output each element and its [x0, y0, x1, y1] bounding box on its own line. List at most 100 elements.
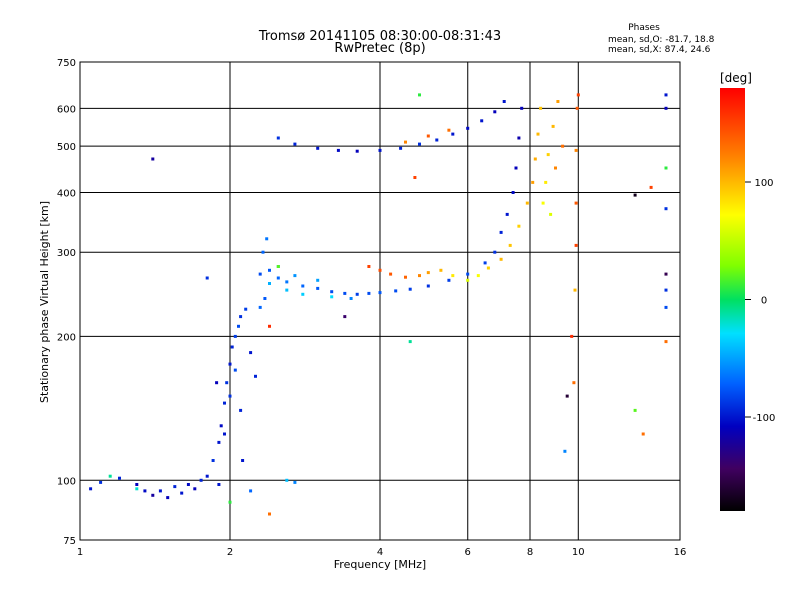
- data-point: [394, 289, 398, 293]
- data-point: [343, 315, 347, 319]
- data-point: [378, 148, 382, 152]
- data-point: [502, 100, 506, 103]
- data-point: [486, 266, 490, 270]
- data-point: [561, 144, 565, 148]
- data-point: [89, 487, 93, 491]
- data-point: [546, 153, 550, 157]
- data-point: [258, 305, 262, 309]
- data-point: [664, 207, 668, 211]
- data-point: [664, 166, 668, 170]
- data-point: [180, 491, 184, 495]
- data-point: [193, 487, 197, 491]
- data-point: [285, 288, 289, 292]
- data-point: [505, 212, 509, 216]
- stats-heading: Phases: [628, 23, 660, 33]
- data-point: [233, 334, 237, 338]
- data-point: [249, 351, 253, 355]
- data-point: [233, 368, 237, 372]
- data-point: [285, 478, 289, 482]
- y-tick-label: 750: [57, 58, 76, 69]
- data-point: [574, 148, 578, 152]
- y-tick-label: 200: [57, 332, 76, 343]
- data-point: [404, 140, 407, 144]
- data-point: [263, 297, 267, 300]
- data-point: [228, 500, 232, 504]
- data-point: [399, 146, 403, 150]
- data-point: [367, 291, 371, 295]
- data-point: [408, 287, 412, 291]
- colorbar-tick-label: -100: [753, 413, 776, 424]
- data-point: [261, 250, 265, 254]
- data-point: [217, 483, 221, 486]
- data-point: [230, 345, 234, 349]
- data-point: [268, 282, 271, 285]
- data-point: [268, 268, 271, 272]
- data-point: [293, 142, 297, 146]
- data-point: [633, 408, 637, 412]
- y-axis-label: Stationary phase Virtual Height [km]: [38, 201, 51, 403]
- data-point: [664, 272, 668, 276]
- y-tick-label: 600: [57, 104, 76, 115]
- data-point: [551, 124, 555, 128]
- data-point: [237, 324, 240, 328]
- data-point: [215, 381, 219, 385]
- data-points: [89, 93, 668, 516]
- data-point: [426, 134, 430, 138]
- data-point: [664, 340, 668, 344]
- x-axis-label: Frequency [MHz]: [334, 558, 426, 571]
- data-point: [330, 290, 334, 294]
- data-point: [641, 432, 645, 436]
- data-point: [544, 180, 548, 184]
- data-point: [158, 489, 162, 493]
- data-point: [276, 265, 280, 268]
- data-point: [664, 106, 668, 110]
- data-point: [576, 93, 580, 97]
- data-point: [517, 136, 521, 140]
- data-point: [649, 185, 653, 189]
- grid-lines: [79, 61, 681, 541]
- data-point: [349, 297, 353, 300]
- data-point: [664, 93, 668, 97]
- data-point: [466, 126, 470, 130]
- data-point: [633, 193, 637, 197]
- data-point: [511, 191, 515, 194]
- data-point: [205, 276, 209, 280]
- x-axis-ticks: 1 2 4 6 8 10 16: [77, 547, 687, 558]
- data-point: [413, 176, 417, 179]
- data-point: [223, 401, 226, 405]
- colorbar-label: [deg]: [720, 71, 752, 85]
- data-point: [268, 512, 271, 516]
- data-point: [565, 394, 569, 398]
- data-point: [228, 394, 232, 398]
- data-point: [343, 291, 347, 295]
- data-point: [293, 274, 297, 278]
- x-tick-label: 4: [377, 547, 383, 558]
- data-point: [499, 257, 503, 261]
- data-point: [575, 106, 579, 110]
- data-point: [466, 278, 470, 282]
- colorbar-ticks: 100 0 -100: [745, 178, 775, 424]
- data-point: [514, 166, 518, 170]
- stats-x-line: mean, sd,X: 87.4, 24.6: [608, 45, 711, 55]
- data-point: [108, 474, 112, 478]
- data-point: [378, 291, 382, 295]
- data-point: [241, 459, 245, 462]
- data-point: [435, 138, 439, 142]
- data-point: [367, 265, 371, 268]
- plot-frame: [79, 61, 681, 541]
- data-point: [225, 381, 229, 385]
- data-point: [525, 201, 529, 205]
- data-point: [336, 148, 340, 152]
- data-point: [316, 146, 320, 150]
- data-point: [480, 119, 484, 123]
- data-point: [493, 250, 497, 254]
- data-point: [570, 334, 574, 338]
- data-point: [239, 408, 243, 412]
- x-tick-label: 8: [527, 547, 533, 558]
- data-point: [265, 237, 269, 241]
- data-point: [173, 485, 177, 489]
- data-point: [556, 100, 560, 103]
- data-point: [268, 324, 271, 328]
- chart-subtitle: RwPretec (8p): [334, 41, 425, 56]
